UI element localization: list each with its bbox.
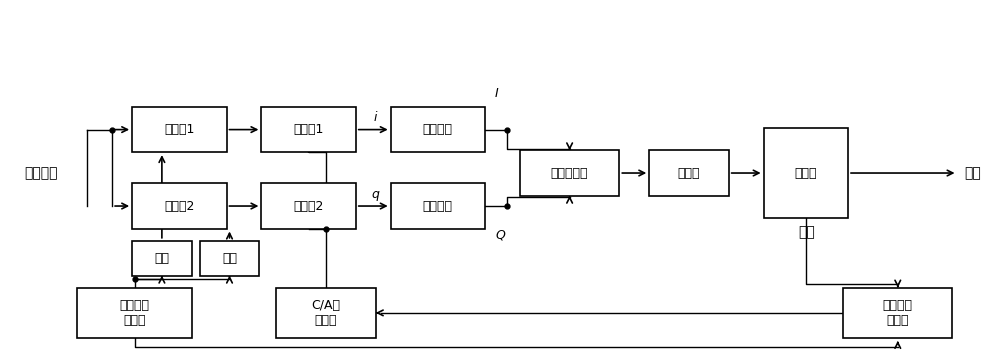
- Text: C/A码
发生器: C/A码 发生器: [311, 299, 340, 327]
- Bar: [520, 150, 619, 196]
- Text: 相关器2: 相关器2: [293, 199, 324, 213]
- Bar: [843, 288, 952, 338]
- Text: Q: Q: [495, 229, 505, 241]
- Bar: [261, 184, 356, 229]
- Bar: [391, 107, 485, 152]
- Text: 中频信号: 中频信号: [25, 166, 58, 180]
- Text: i: i: [374, 112, 377, 124]
- Text: 相关器1: 相关器1: [293, 123, 324, 136]
- Text: 混频器1: 混频器1: [164, 123, 194, 136]
- Text: 失败: 失败: [798, 225, 815, 239]
- Bar: [132, 241, 192, 276]
- Text: 累加器: 累加器: [678, 167, 700, 180]
- Text: 正弦: 正弦: [222, 252, 237, 265]
- Text: 载波数控
振荡器: 载波数控 振荡器: [120, 299, 150, 327]
- Text: 相干积分: 相干积分: [423, 123, 453, 136]
- Text: 混频器2: 混频器2: [164, 199, 194, 213]
- Bar: [200, 241, 259, 276]
- Text: 信号捕获
控制器: 信号捕获 控制器: [883, 299, 913, 327]
- Bar: [764, 128, 848, 218]
- Text: 非相干积分: 非相干积分: [551, 167, 588, 180]
- Bar: [261, 107, 356, 152]
- Text: q: q: [372, 188, 380, 201]
- Text: 成功: 成功: [964, 166, 981, 180]
- Text: I: I: [495, 87, 499, 100]
- Bar: [132, 184, 227, 229]
- Text: 判决器: 判决器: [795, 167, 817, 180]
- Bar: [391, 184, 485, 229]
- Bar: [132, 107, 227, 152]
- Text: 余弦: 余弦: [154, 252, 169, 265]
- Bar: [649, 150, 729, 196]
- Text: 相干积分: 相干积分: [423, 199, 453, 213]
- Bar: [276, 288, 376, 338]
- Bar: [77, 288, 192, 338]
